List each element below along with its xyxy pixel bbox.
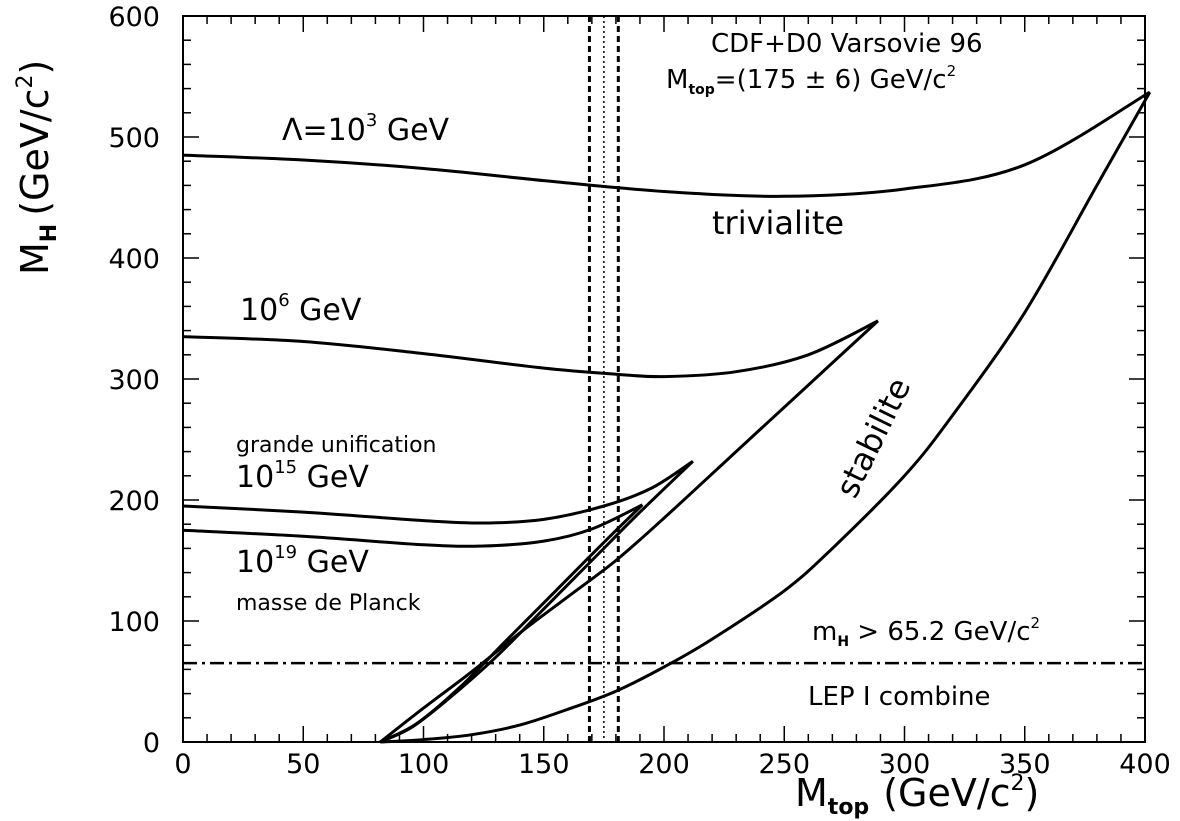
series-3-lower-bound [379,503,644,744]
series-2-upper-bound [182,460,694,525]
x-tick-label: 50 [286,749,320,780]
trivialite-label: trivialite [712,204,844,242]
lep-combine-label: LEP I combine [808,682,991,712]
stabilite-label: stabilite [828,372,918,504]
series-0-lower-bound [380,91,1152,744]
x-tick-label: 0 [174,749,191,780]
x-tick-label: 250 [758,749,810,780]
y-tick-label: 400 [108,244,160,275]
cdf-annotation-line2: Mtop=(175 ± 6) GeV/c2 [666,62,956,98]
series-label-1e19: 1019 GeV [236,542,369,580]
y-tick-label: 500 [108,123,160,154]
lep-limit-label: mH > 65.2 GeV/c2 [812,614,1040,650]
y-tick-label: 200 [108,486,160,517]
masse-planck-label: masse de Planck [236,591,421,616]
series-1-lower-bound [379,319,880,744]
series-1-upper-bound [182,319,879,379]
series-2-lower-bound [379,460,694,744]
grande-unification-label: grande unification [236,433,437,458]
cdf-annotation-line1: CDF+D0 Varsovie 96 [711,29,983,59]
series-3-upper-bound [182,503,644,548]
x-tick-label: 150 [518,749,570,780]
series-label-lambda-1e3: Λ=103 GeV [282,110,450,148]
series-0-upper-bound [182,90,1151,198]
x-tick-label: 200 [638,749,690,780]
y-tick-label: 100 [108,607,160,638]
x-tick-label: 100 [398,749,450,780]
x-axis-title: Mtop (GeV/c2) [795,771,1039,820]
y-axis-title: MH(GeV/c2) [13,60,62,275]
x-tick-label: 350 [999,749,1051,780]
series-label-1e15: 1015 GeV [236,457,369,495]
series-label-1e6: 106 GeV [240,290,362,328]
y-tick-label: 0 [143,728,160,759]
x-tick-label: 400 [1119,749,1171,780]
y-tick-label: 600 [108,2,160,33]
y-tick-label: 300 [108,365,160,396]
x-tick-label: 300 [879,749,931,780]
